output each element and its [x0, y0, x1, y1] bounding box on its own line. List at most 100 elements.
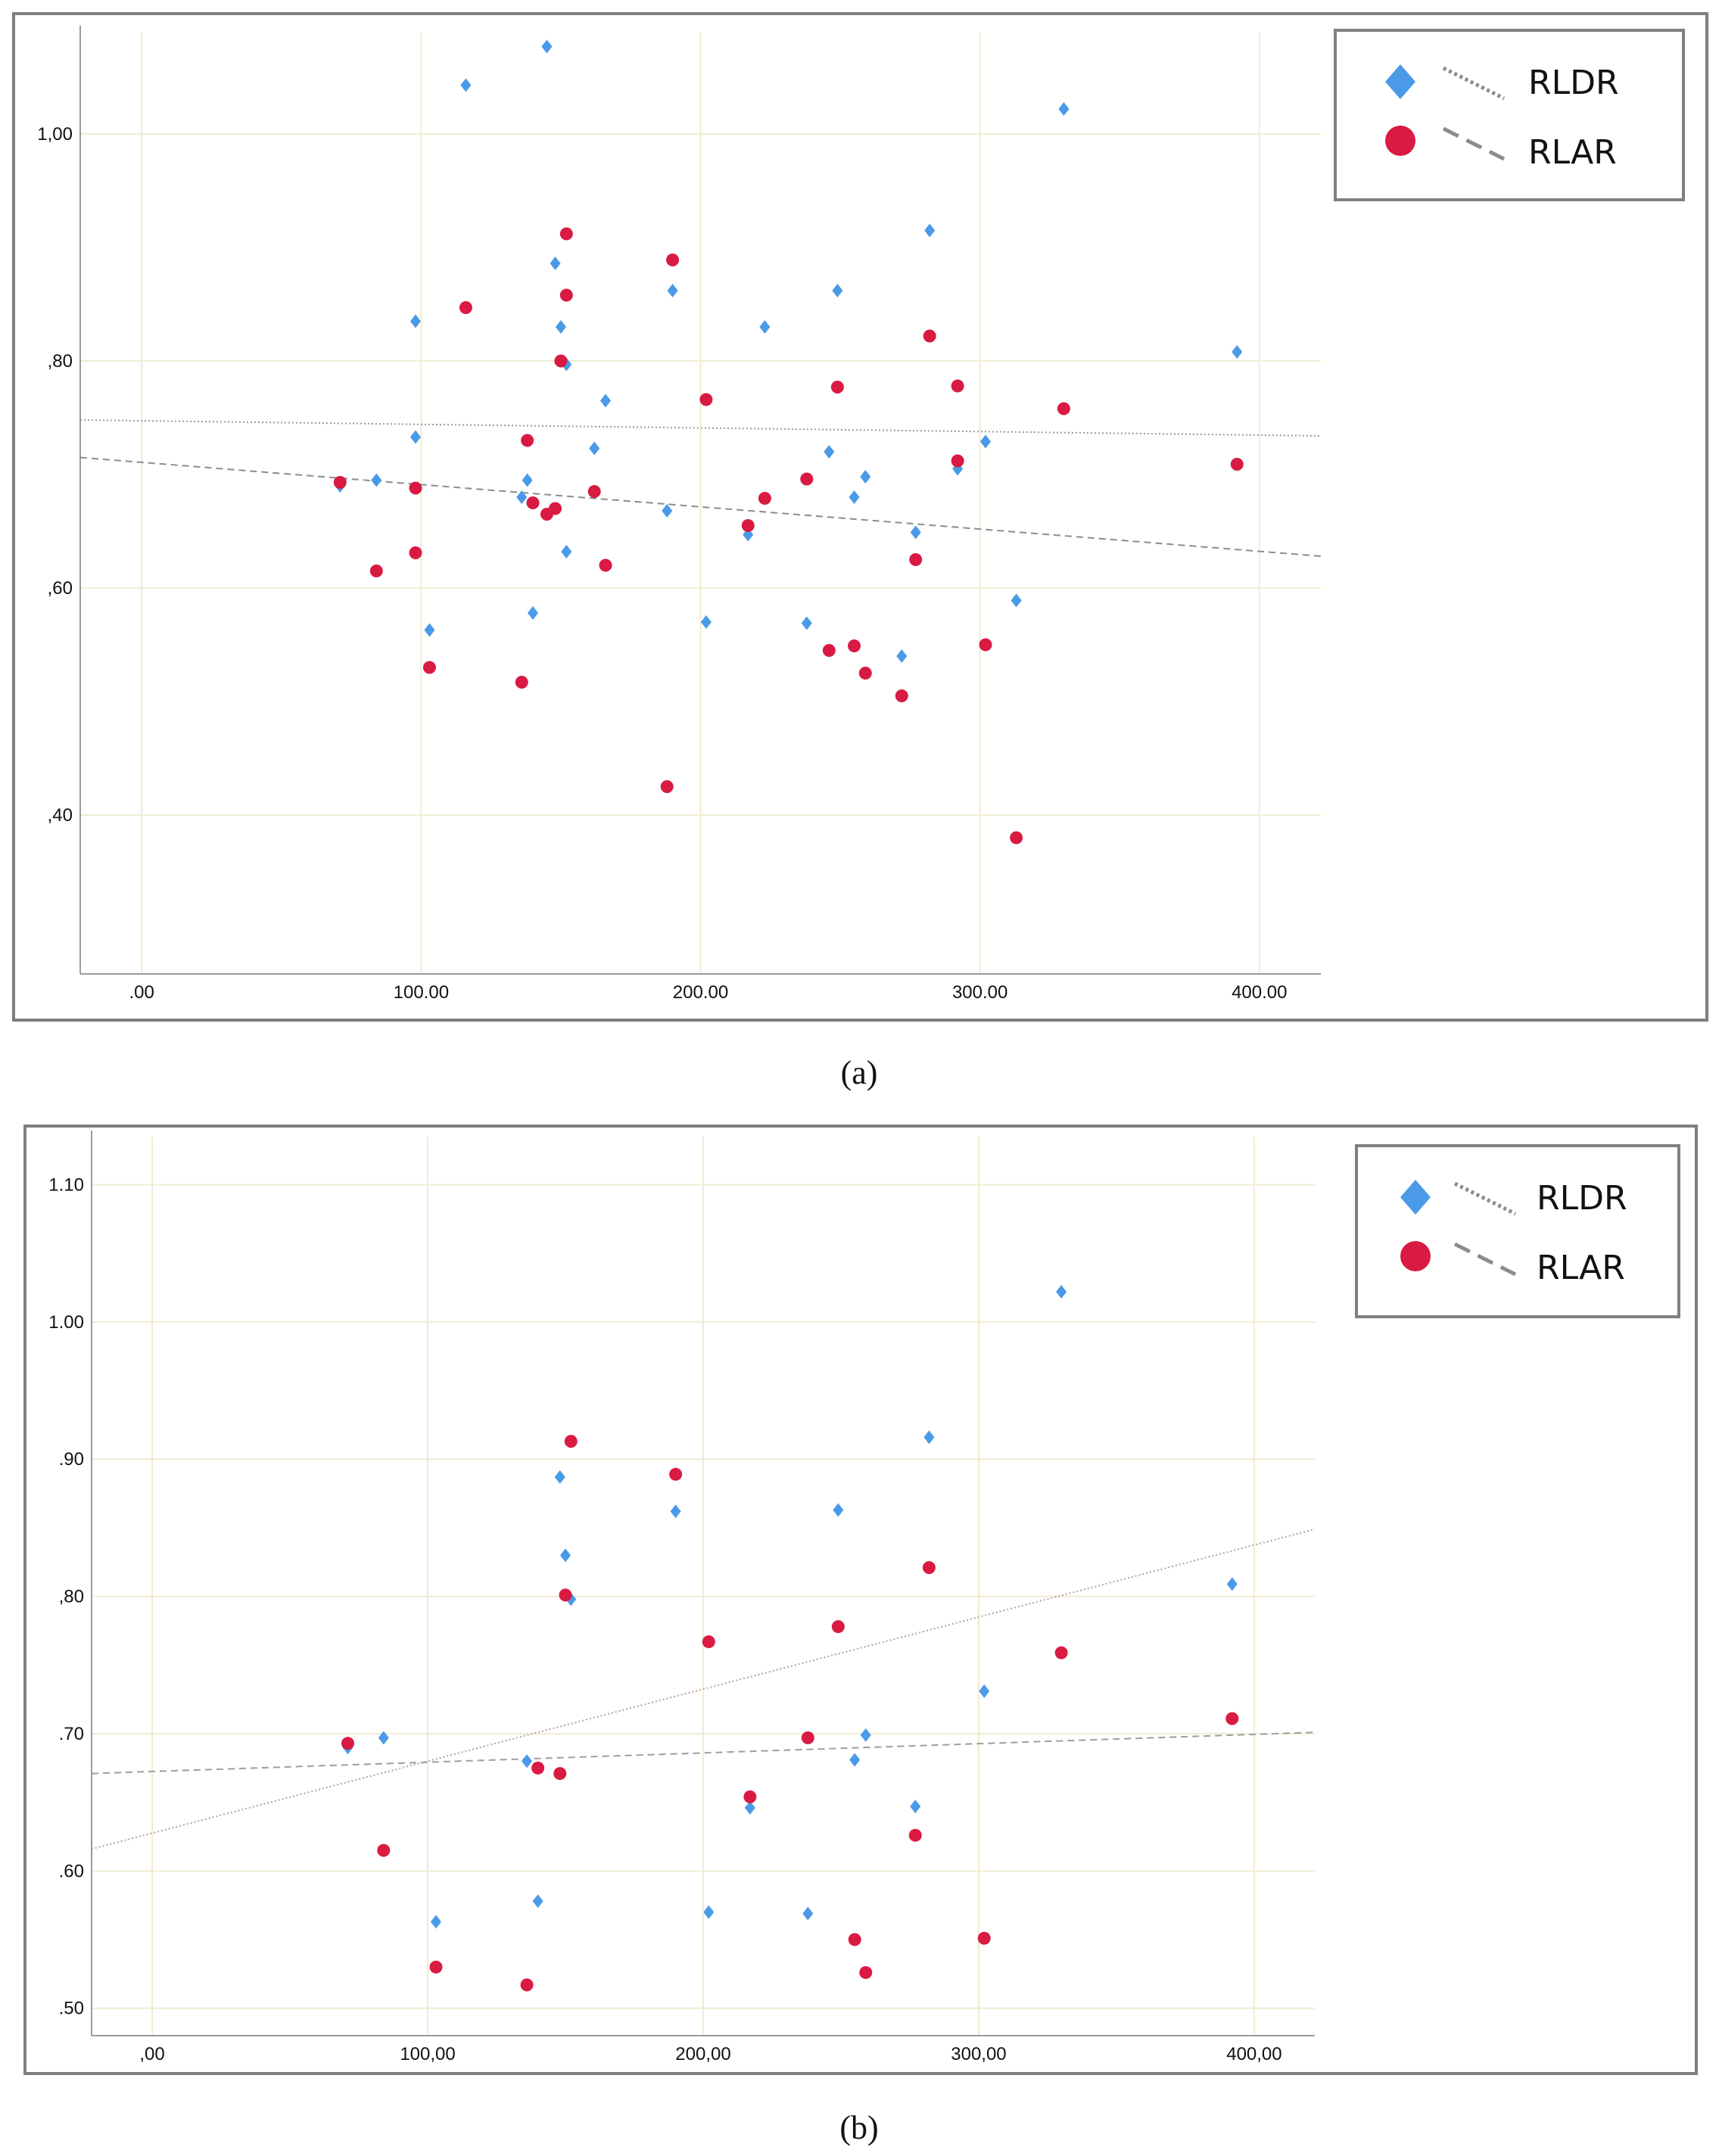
panel-a-point-rlar — [559, 288, 573, 302]
panel-a-point-rldr — [1011, 593, 1022, 608]
panel-a-trendline-rlar — [79, 456, 1322, 557]
panel-a-legend-label-rlar: RLAR — [1528, 133, 1617, 172]
panel-a-point-rldr — [527, 606, 539, 620]
panel-a-point-rldr — [371, 473, 382, 487]
panel-a-point-rldr — [550, 257, 561, 270]
panel-b-y-tick-label: .50 — [59, 1999, 84, 2019]
circle-icon — [1400, 1241, 1431, 1271]
panel-a-point-rldr — [410, 314, 421, 328]
panel-a-point-rldr — [424, 623, 435, 637]
panel-b-x-tick-label: ,00 — [139, 2044, 164, 2064]
panel-a-point-rlar — [549, 502, 562, 515]
panel-a-point-rlar — [559, 227, 573, 241]
panel-a-point-rlar — [923, 329, 936, 343]
panel-a-point-rldr — [860, 470, 871, 484]
panel-b-point-rlar — [377, 1843, 391, 1857]
panel-b-point-rlar — [669, 1467, 683, 1481]
panel-b-point-rlar — [553, 1767, 567, 1781]
panel-b-point-rlar — [531, 1761, 545, 1775]
panel-b-point-rlar — [1054, 1646, 1068, 1660]
panel-b-point-rldr — [979, 1684, 990, 1698]
panel-b-y-tick-label: .60 — [59, 1861, 84, 1881]
panel-b-point-rlar — [908, 1828, 922, 1842]
panel-a-point-rlar — [758, 492, 771, 505]
circle-icon — [1385, 126, 1415, 156]
panel-a-point-rlar — [409, 546, 422, 559]
panel-b-x-tick-label: 300,00 — [951, 2044, 1006, 2064]
dotted-line-icon — [1442, 66, 1506, 101]
panel-b-point-rlar — [743, 1790, 757, 1803]
panel-b-point-rldr — [430, 1915, 441, 1929]
panel-a-point-rlar — [741, 519, 755, 532]
panel-b-caption: (b) — [839, 2109, 878, 2146]
dotted-line-icon — [1453, 1181, 1517, 1216]
panel-a-point-rlar — [951, 379, 964, 393]
panel-a-point-rlar — [822, 644, 836, 657]
panel-b-point-rlar — [848, 1933, 861, 1946]
panel-a-point-rlar — [599, 558, 612, 572]
panel-a-point-rlar — [666, 254, 680, 266]
panel-b-legend-box — [1355, 1144, 1680, 1318]
panel-b: .50 .60 .70 ,80 .90 1.00 1.10 ,00 100,00 200,00 30… — [23, 1125, 1698, 2075]
panel-b-point-rlar — [520, 1978, 534, 1992]
panel-a: ,40 ,60 ,80 1,00 .00 100.00 200.00 300.00 400.00… — [12, 12, 1708, 1022]
panel-b-point-rldr — [802, 1906, 814, 1921]
panel-a-point-rldr — [555, 320, 566, 334]
panel-a-point-rlar — [660, 780, 674, 793]
dashed-line-icon — [1453, 1242, 1517, 1277]
panel-a-y-tick-label: ,80 — [48, 351, 73, 372]
panel-b-point-rlar — [559, 1588, 572, 1602]
panel-a-point-rldr — [832, 284, 843, 297]
panel-a-point-rldr — [980, 434, 992, 449]
panel-a-point-rldr — [924, 223, 936, 238]
panel-b-point-rldr — [860, 1728, 871, 1742]
diamond-icon — [1385, 64, 1415, 99]
panel-b-point-rlar — [831, 1620, 845, 1634]
panel-a-point-rldr — [759, 320, 771, 334]
panel-a-point-rldr — [522, 473, 533, 487]
panel-a-point-rldr — [910, 525, 921, 540]
panel-b-legend-label-rldr: RLDR — [1537, 1179, 1627, 1218]
panel-a-point-rlar — [848, 639, 861, 652]
panel-b-point-rldr — [1226, 1577, 1238, 1591]
panel-b-point-rldr — [532, 1894, 543, 1909]
panel-a-point-rlar — [459, 301, 472, 314]
panel-a-point-rldr — [541, 39, 553, 54]
panel-b-point-rldr — [833, 1503, 844, 1517]
panel-a-point-rlar — [1010, 831, 1023, 845]
panel-a-point-rldr — [801, 616, 812, 630]
panel-b-trendline-rldr — [91, 1528, 1316, 1850]
panel-a-caption: (a) — [841, 1054, 878, 1091]
panel-a-legend: RLDR RLAR — [1334, 29, 1685, 201]
panel-a-point-rlar — [333, 476, 347, 489]
panel-a-point-rldr — [589, 441, 600, 456]
panel-a-point-rlar — [422, 661, 436, 674]
panel-a-x-tick-label: 100.00 — [394, 982, 449, 1003]
panel-a-point-rlar — [699, 393, 713, 406]
panel-b-x-tick-label: 400,00 — [1226, 2044, 1281, 2064]
panel-a-point-rlar — [554, 354, 568, 368]
panel-b-point-rldr — [910, 1800, 921, 1814]
panel-a-point-rldr — [1232, 345, 1243, 359]
panel-b-y-tick-label: 1.10 — [48, 1174, 84, 1195]
panel-a-point-rlar — [1230, 458, 1244, 471]
panel-b-point-rldr — [923, 1430, 935, 1445]
panel-b-point-rlar — [801, 1731, 814, 1744]
panel-a-point-rldr — [896, 649, 908, 663]
panel-a-point-rlar — [979, 638, 992, 652]
panel-a-point-rldr — [516, 490, 528, 504]
panel-a-point-rldr — [824, 445, 835, 459]
panel-a-point-rldr — [667, 284, 678, 297]
panel-a-point-rldr — [599, 394, 612, 408]
panel-a-y-tick-label: 1,00 — [37, 124, 73, 145]
panel-a-y-tick-label: ,60 — [48, 578, 73, 599]
panel-b-point-rldr — [703, 1905, 715, 1919]
dashed-line-icon — [1442, 126, 1506, 161]
panel-b-point-rlar — [702, 1635, 715, 1648]
panel-a-point-rldr — [1058, 102, 1070, 116]
panel-a-point-rlar — [909, 553, 923, 566]
panel-b-point-rldr — [1056, 1284, 1067, 1299]
panel-b-point-rldr — [670, 1504, 681, 1519]
panel-b-legend-label-rlar: RLAR — [1537, 1249, 1625, 1287]
